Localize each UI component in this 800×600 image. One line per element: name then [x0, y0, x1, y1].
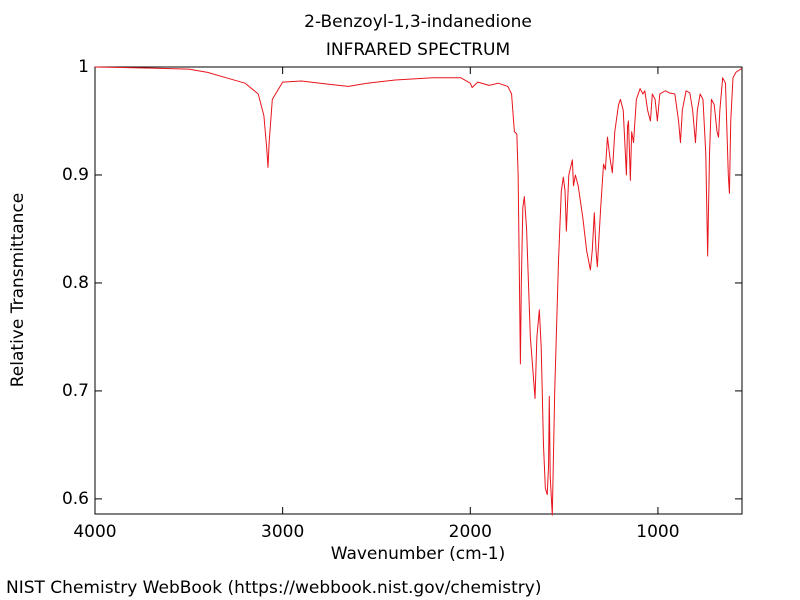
chart-subtitle: INFRARED SPECTRUM: [326, 40, 510, 60]
y-tick-label: 1: [78, 57, 89, 77]
x-tick-label: 4000: [73, 522, 116, 542]
x-tick-label: 1000: [636, 522, 679, 542]
y-tick-label: 0.8: [62, 273, 89, 293]
x-axis-label: Wavenumber (cm-1): [331, 544, 506, 564]
y-tick-label: 0.7: [62, 381, 89, 401]
y-tick-label: 0.9: [62, 165, 89, 185]
y-axis-label: Relative Transmittance: [8, 193, 28, 388]
plot-frame: [94, 66, 743, 515]
spectrum-line: [94, 66, 742, 516]
x-tick-label: 3000: [261, 522, 304, 542]
y-tick-label: 0.6: [62, 489, 89, 509]
x-tick-label: 2000: [449, 522, 492, 542]
chart-title: 2-Benzoyl-1,3-indanedione: [304, 12, 532, 32]
source-note: NIST Chemistry WebBook (https://webbook.…: [6, 578, 541, 598]
